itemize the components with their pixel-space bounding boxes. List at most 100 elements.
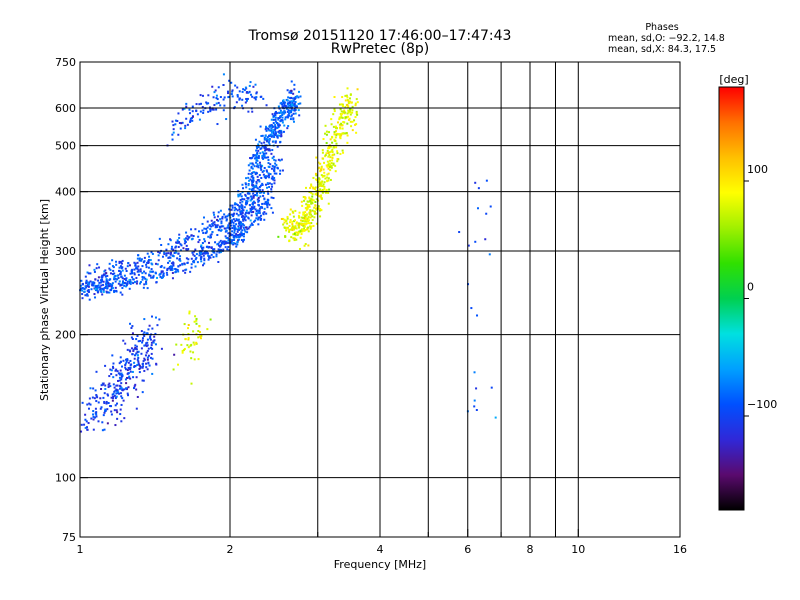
data-point: [314, 172, 317, 175]
data-point: [220, 220, 223, 223]
data-point: [293, 103, 296, 106]
data-point: [309, 222, 312, 225]
data-point: [178, 233, 181, 236]
data-point: [319, 162, 322, 165]
data-point: [312, 224, 315, 227]
data-point: [211, 224, 214, 227]
data-point: [210, 247, 213, 250]
data-point: [185, 257, 188, 260]
data-point: [241, 104, 244, 107]
data-point: [150, 251, 153, 254]
data-point: [160, 243, 163, 246]
data-point: [255, 180, 258, 183]
data-point: [319, 215, 322, 218]
data-point: [255, 96, 258, 99]
data-point: [123, 284, 126, 287]
data-point: [280, 133, 283, 136]
data-point: [278, 129, 281, 132]
data-point: [309, 209, 312, 212]
data-point: [187, 258, 190, 261]
data-point: [272, 129, 275, 132]
data-point: [143, 318, 146, 321]
data-point: [245, 215, 248, 218]
data-point: [205, 230, 208, 233]
data-point: [249, 219, 252, 222]
data-point: [161, 255, 164, 258]
data-point: [315, 222, 318, 225]
data-point: [96, 287, 99, 290]
data-point: [195, 342, 198, 345]
data-point: [245, 202, 248, 205]
data-point: [86, 293, 89, 296]
data-point: [246, 200, 249, 203]
y-tick-label: 300: [55, 245, 76, 258]
data-point: [263, 202, 266, 205]
data-point: [187, 346, 190, 349]
data-point: [185, 244, 188, 247]
data-point: [272, 130, 275, 133]
data-point: [239, 201, 242, 204]
data-point: [257, 196, 260, 199]
data-point: [347, 100, 350, 103]
data-point: [180, 244, 183, 247]
data-point: [314, 188, 317, 191]
data-point: [163, 266, 166, 269]
data-point: [291, 101, 294, 104]
data-point: [327, 151, 330, 154]
data-point: [334, 139, 337, 142]
data-point: [256, 165, 259, 168]
data-point: [295, 227, 298, 230]
data-point: [188, 310, 191, 313]
data-point: [234, 228, 237, 231]
data-point: [111, 399, 114, 402]
data-point: [340, 113, 343, 116]
data-point: [251, 95, 254, 98]
data-point: [126, 348, 129, 351]
data-point: [263, 156, 266, 159]
data-point: [240, 223, 243, 226]
data-point: [215, 97, 218, 100]
data-point: [275, 172, 278, 175]
data-point: [176, 239, 179, 242]
data-point: [96, 263, 99, 266]
data-point: [138, 364, 141, 367]
data-point: [175, 268, 178, 271]
data-point: [114, 397, 117, 400]
data-point: [217, 244, 220, 247]
data-point: [144, 272, 147, 275]
data-point: [81, 289, 84, 292]
data-point: [93, 270, 96, 273]
data-point: [263, 166, 266, 169]
data-point: [106, 285, 109, 288]
data-point: [197, 336, 200, 339]
data-point: [268, 129, 271, 132]
data-point: [194, 248, 197, 251]
data-point: [210, 233, 213, 236]
data-point: [105, 279, 108, 282]
data-point: [331, 153, 334, 156]
data-point: [223, 243, 226, 246]
data-point: [255, 171, 258, 174]
data-point: [277, 105, 280, 108]
data-point: [256, 209, 259, 212]
data-point: [219, 251, 222, 254]
data-point: [307, 226, 310, 229]
data-point: [227, 224, 230, 227]
data-point: [144, 354, 147, 357]
data-point: [288, 109, 291, 112]
data-point: [110, 410, 113, 413]
data-point: [312, 199, 315, 202]
data-point: [104, 364, 107, 367]
data-point: [200, 256, 203, 259]
data-point: [124, 378, 127, 381]
data-point: [476, 207, 479, 210]
data-point: [290, 80, 293, 83]
data-point: [135, 348, 138, 351]
data-point: [209, 318, 212, 321]
data-point: [123, 417, 126, 420]
data-point: [351, 120, 354, 123]
data-point: [146, 261, 149, 264]
data-point: [178, 236, 181, 239]
data-point: [118, 280, 121, 283]
data-point: [85, 420, 88, 423]
